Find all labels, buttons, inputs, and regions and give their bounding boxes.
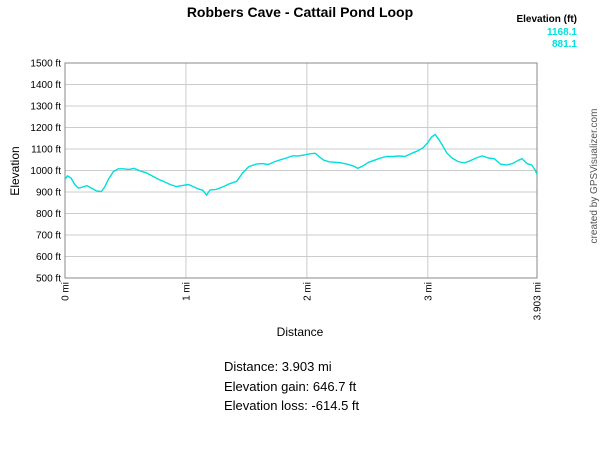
y-tick-label: 1300 ft [30,102,61,113]
elevation-gain-stat: Elevation gain: 646.7 ft [224,378,357,394]
y-tick-label: 1100 ft [31,145,61,156]
elevation-loss-stat: Elevation loss: -614.5 ft [224,398,360,413]
y-tick-label: 600 ft [36,252,61,263]
y-tick-label: 500 ft [36,274,61,285]
x-tick-label: 0 mi [61,282,72,301]
y-tick-label: 1500 ft [30,59,61,70]
y-tick-label: 700 ft [36,231,61,242]
distance-stat: Distance: 3.903 mi [224,359,332,374]
elevation-line [64,133,538,196]
x-axis-label: Distance [277,325,324,339]
y-axis-label: Elevation [8,146,22,195]
credit-text: created by GPSVisualizer.com [589,109,600,244]
y-tick-label: 1200 ft [30,123,61,134]
x-tick-label: 1 mi [181,282,192,301]
y-tick-label: 800 ft [36,209,61,220]
y-axis-ticks: 500 ft 600 ft 700 ft 800 ft 900 ft 1000 ft 110… [30,59,61,285]
y-tick-label: 1000 ft [30,166,61,177]
chart-title: Robbers Cave - Cattail Pond Loop [187,4,413,20]
x-tick-label: 3 mi [423,282,434,301]
chart-grid [64,62,538,279]
x-tick-label: 2 mi [302,282,313,301]
plot-area [64,62,538,279]
legend-max-value: 1168.1 [547,27,577,38]
y-tick-label: 900 ft [36,188,61,199]
legend-title: Elevation (ft) [516,14,577,25]
y-tick-label: 1400 ft [30,80,61,91]
x-tick-label: 3.903 mi [533,282,544,320]
x-axis-ticks: 0 mi 1 mi 2 mi 3 mi 3.903 mi [61,282,544,320]
legend-min-value: 881.1 [552,39,577,50]
track-stats: Distance: 3.903 mi Elevation gain: 646.7… [224,357,359,416]
